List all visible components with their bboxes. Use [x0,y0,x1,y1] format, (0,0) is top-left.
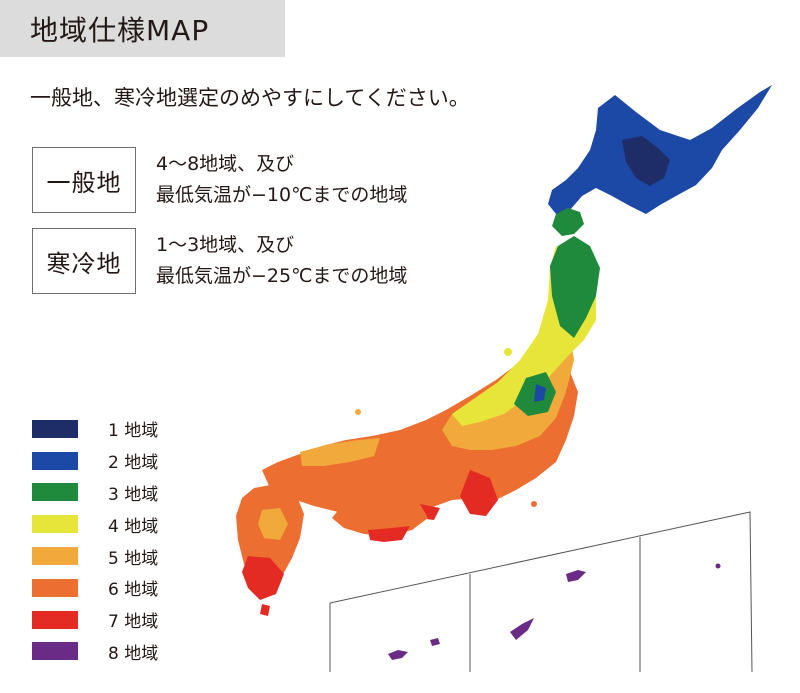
legend-swatch-zone-8 [32,642,78,661]
southern-islands [355,348,721,660]
legend-label-zone-4: 4 地域 [108,516,159,537]
legend-label-zone-1: 1 地域 [108,421,159,442]
shikoku-region [332,500,428,542]
legend-swatch-zone-3 [32,483,78,502]
islands-inset-frame [329,511,753,673]
hokkaido-region [548,85,772,236]
kyushu-region [236,484,304,616]
legend-label-zone-7: 7 地域 [108,612,159,633]
general-desc-line1: 4〜8地域、及び [156,153,295,175]
legend-item-zone-6: 6 地域 [32,572,158,604]
legend-item-zone-4: 4 地域 [32,508,158,540]
legend: 1 地域 2 地域 3 地域 4 地域 5 地域 6 地域 7 地域 8 地域 [32,413,158,667]
yonaguni-zone-8 [430,638,440,646]
legend-label-zone-8: 8 地域 [108,643,159,664]
cold-term-box: 寒冷地 [32,228,136,294]
oki-island-zone-5 [355,409,361,415]
legend-label-zone-6: 6 地域 [108,580,159,601]
general-desc-line2: 最低気温が−10℃までの地域 [156,184,408,206]
legend-swatch-zone-6 [32,578,78,597]
legend-item-zone-5: 5 地域 [32,540,158,572]
legend-item-zone-8: 8 地域 [32,636,158,668]
hokkaido-southwest-zone-3 [552,208,584,236]
definition-cold: 寒冷地 1〜3地域、及び 最低気温が−25℃までの地域 [32,228,407,294]
honshu-region [262,236,600,520]
legend-item-zone-2: 2 地域 [32,445,158,477]
miyako-yaeyama-zone-8 [388,650,408,660]
legend-swatch-zone-4 [32,515,78,534]
general-description: 4〜8地域、及び 最低気温が−10℃までの地域 [156,149,407,211]
honshu-west-zone-5 [300,438,380,466]
general-term-box: 一般地 [32,147,136,213]
definition-general: 一般地 4〜8地域、及び 最低気温が−10℃までの地域 [32,147,407,213]
sado-island-zone-4 [504,348,512,356]
kii-peninsula-zone-7 [460,470,498,516]
hokkaido-zone-2 [548,85,772,214]
izu-islands-zone-6 [531,501,537,507]
honshu-central-zone-2 [534,384,546,402]
legend-swatch-zone-7 [32,610,78,629]
legend-swatch-zone-5 [32,547,78,566]
shikoku-coast-zone-7 [368,526,410,542]
legend-item-zone-7: 7 地域 [32,604,158,636]
kyushu-central-zone-5 [258,508,288,540]
amami-island-zone-8 [566,570,586,582]
legend-swatch-zone-2 [32,451,78,470]
legend-label-zone-2: 2 地域 [108,453,159,474]
hokkaido-zone-1 [622,136,670,186]
page-title: 地域仕様MAP [30,13,210,47]
cold-description: 1〜3地域、及び 最低気温が−25℃までの地域 [156,230,407,292]
kyushu-south-zone-7 [242,556,284,600]
ogasawara-island-zone-8 [715,563,721,569]
legend-label-zone-3: 3 地域 [108,484,159,505]
legend-label-zone-5: 5 地域 [108,548,159,569]
tanegashima-zone-7 [260,604,270,616]
title-bar: 地域仕様MAP [0,0,285,57]
okinawa-main-island-zone-8 [510,618,534,640]
intro-text: 一般地、寒冷地選定のめやすにしてください。 [30,86,470,110]
honshu-zone-3 [550,236,600,338]
cold-desc-line2: 最低気温が−25℃までの地域 [156,265,408,287]
legend-item-zone-1: 1 地域 [32,413,158,445]
legend-item-zone-3: 3 地域 [32,477,158,509]
cold-desc-line1: 1〜3地域、及び [156,234,295,256]
legend-swatch-zone-1 [32,419,78,438]
